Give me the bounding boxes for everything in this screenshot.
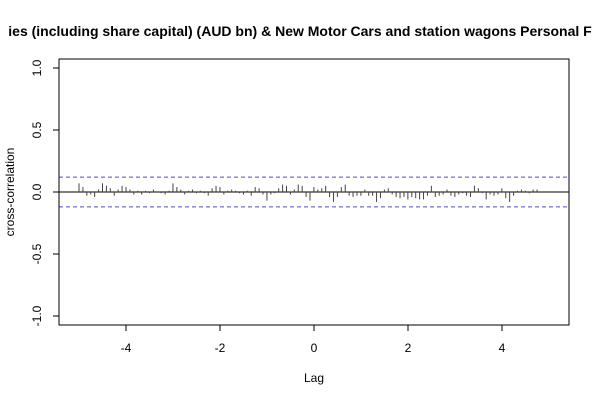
y-tick-label: -0.5 xyxy=(30,243,44,264)
y-axis: -1.0 -0.5 0.0 0.5 1.0 xyxy=(30,59,60,326)
y-tick-label: 0.5 xyxy=(30,121,44,138)
x-tick-label: 2 xyxy=(405,341,412,355)
y-axis-label: cross-correlation xyxy=(3,148,17,237)
y-tick-label: 1.0 xyxy=(30,59,44,76)
x-axis-label: Lag xyxy=(304,371,324,385)
confidence-bounds xyxy=(59,176,569,208)
y-tick-label: 0.0 xyxy=(30,183,44,200)
x-tick-label: -2 xyxy=(215,341,226,355)
chart-title: ies (including share capital) (AUD bn) &… xyxy=(8,23,592,39)
x-tick-label: 0 xyxy=(311,341,318,355)
x-axis: -4 -2 0 2 4 xyxy=(121,324,506,355)
x-tick-label: -4 xyxy=(121,341,132,355)
y-tick-label: -1.0 xyxy=(30,305,44,326)
x-tick-label: 4 xyxy=(499,341,506,355)
correlation-bars xyxy=(78,183,538,202)
